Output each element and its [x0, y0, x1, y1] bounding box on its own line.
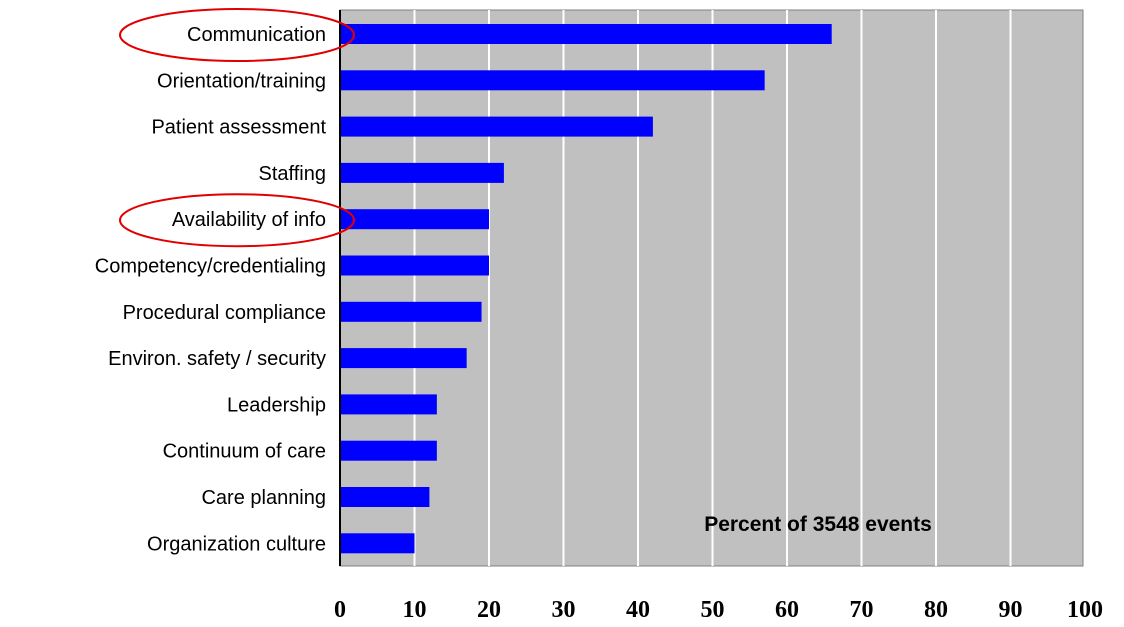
x-tick-90: 90 — [999, 597, 1023, 623]
category-label-organization-culture: Organization culture — [147, 533, 326, 555]
highlight-ellipses — [119, 8, 355, 248]
x-tick-20: 20 — [477, 597, 501, 623]
bar-communication — [340, 24, 832, 44]
bar-procedural-compliance — [340, 301, 482, 322]
bar-organization-culture — [340, 533, 415, 554]
category-label-continuum-of-care: Continuum of care — [163, 441, 326, 463]
category-label-staffing: Staffing — [259, 163, 326, 185]
x-tick-50: 50 — [701, 597, 725, 623]
x-tick-40: 40 — [626, 597, 650, 623]
category-label-environ-safety-security: Environ. safety / security — [108, 348, 326, 370]
category-label-availability-of-info: Availability of info — [172, 209, 326, 231]
bar-continuum-of-care — [340, 440, 437, 461]
highlight-ellipse-communication — [119, 8, 355, 62]
x-tick-70: 70 — [850, 597, 874, 623]
x-tick-60: 60 — [775, 597, 799, 623]
chart-annotation: Percent of 3548 events — [704, 513, 932, 536]
bar-patient-assessment — [340, 116, 653, 137]
bars — [340, 24, 832, 554]
x-tick-labels: 0 10 20 30 40 50 60 70 80 90 100 — [334, 597, 1103, 623]
category-label-competency-credentialing: Competency/credentialing — [95, 256, 326, 278]
category-label-communication: Communication — [187, 24, 326, 46]
category-label-procedural-compliance: Procedural compliance — [123, 302, 326, 324]
bar-competency-credentialing — [340, 255, 489, 276]
gridlines — [413, 10, 1086, 566]
category-label-patient-assessment: Patient assessment — [151, 117, 326, 139]
bar-staffing — [340, 162, 504, 183]
x-tick-0: 0 — [334, 597, 346, 623]
x-tick-10: 10 — [403, 597, 427, 623]
x-tick-80: 80 — [924, 597, 948, 623]
bar-orientation-training — [340, 70, 765, 91]
bar-environ-safety-security — [340, 348, 467, 369]
bar-leadership — [340, 394, 437, 415]
highlight-ellipse-availability-of-info — [119, 193, 355, 248]
x-tick-30: 30 — [552, 597, 576, 623]
category-labels: Communication Orientation/training Patient… — [95, 24, 327, 555]
category-label-care-planning: Care planning — [201, 487, 326, 509]
x-tick-100: 100 — [1067, 597, 1103, 623]
category-label-orientation-training: Orientation/training — [157, 70, 326, 92]
bar-availability-of-info — [340, 209, 489, 230]
bar-care-planning — [340, 487, 430, 507]
category-label-leadership: Leadership — [227, 394, 326, 416]
